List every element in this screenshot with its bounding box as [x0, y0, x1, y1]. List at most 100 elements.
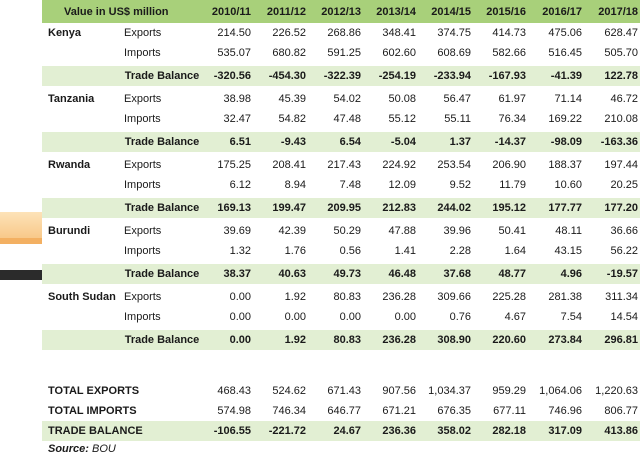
- total-value: 806.77: [604, 405, 638, 417]
- balance-value: 169.13: [200, 198, 255, 218]
- source-note: Source: BOU: [42, 443, 640, 455]
- empty-cell: [42, 175, 120, 195]
- balance-value: 195.12: [475, 198, 530, 218]
- row-label: Imports: [124, 179, 161, 191]
- source-value: BOU: [92, 443, 116, 455]
- total-value: 646.77: [327, 405, 361, 417]
- year-header: 2014/15: [420, 0, 475, 23]
- total-value: 24.67: [310, 421, 365, 441]
- import-value: 4.67: [504, 311, 526, 323]
- row-separator: [42, 152, 640, 155]
- export-value: 0.00: [229, 291, 251, 303]
- export-value: 348.41: [382, 27, 416, 39]
- export-value: 39.69: [223, 225, 251, 237]
- import-value: 7.48: [339, 179, 361, 191]
- import-value: 43.15: [554, 245, 582, 257]
- empty-cell: [42, 66, 120, 86]
- import-value: 11.79: [499, 179, 526, 191]
- import-value: 210.08: [604, 113, 638, 125]
- import-value: 7.54: [560, 311, 582, 323]
- row-separator: [42, 327, 640, 330]
- import-value: 55.11: [444, 113, 471, 125]
- country-name: Tanzania: [48, 93, 95, 105]
- row-separator-cell: [42, 195, 640, 198]
- total-value: 1,034.37: [428, 385, 471, 397]
- balance-value: -233.94: [420, 66, 475, 86]
- export-value: 38.98: [223, 93, 251, 105]
- country-name: Rwanda: [48, 159, 91, 171]
- table-header-row: Value in US$ million 2010/11 2011/12 201…: [42, 0, 640, 23]
- import-value: 8.94: [284, 179, 306, 191]
- row-separator-cell: [42, 350, 640, 353]
- export-value: 175.25: [217, 159, 251, 171]
- import-value: 0.76: [449, 311, 471, 323]
- row-label: Trade Balance: [120, 198, 200, 218]
- export-value: 80.83: [333, 291, 361, 303]
- balance-value: 6.54: [310, 132, 365, 152]
- row-label: Trade Balance: [120, 132, 200, 152]
- year-header: 2012/13: [310, 0, 365, 23]
- trade-balance-table: Value in US$ million 2010/11 2011/12 201…: [42, 0, 640, 441]
- row-label: Exports: [124, 27, 162, 39]
- row-separator-cell: [42, 152, 640, 155]
- row-label: Exports: [124, 225, 162, 237]
- export-value: 54.02: [333, 93, 361, 105]
- decorative-orange-band-left: [0, 212, 46, 238]
- import-value: 10.60: [554, 179, 582, 191]
- exports-row: Tanzania Exports 38.98 45.39 54.02 50.08 56.47…: [42, 89, 640, 109]
- balance-value: -41.39: [530, 66, 586, 86]
- total-value: 413.86: [586, 421, 640, 441]
- balance-value: 37.68: [420, 264, 475, 284]
- row-separator-cell: [42, 284, 640, 287]
- table-body: Kenya Exports 214.50 226.52 268.86 348.41 374.…: [42, 23, 640, 441]
- balance-value: 80.83: [310, 330, 365, 350]
- balance-value: 296.81: [586, 330, 640, 350]
- export-value: 224.92: [382, 159, 416, 171]
- import-value: 591.25: [327, 47, 361, 59]
- row-label: Imports: [124, 311, 161, 323]
- row-separator-cell: [42, 218, 640, 221]
- balance-value: 6.51: [200, 132, 255, 152]
- export-value: 50.41: [498, 225, 526, 237]
- import-value: 47.48: [333, 113, 361, 125]
- balance-value: 244.02: [420, 198, 475, 218]
- row-separator: [42, 63, 640, 66]
- import-value: 169.22: [548, 113, 582, 125]
- trade-table-panel: Value in US$ million 2010/11 2011/12 201…: [42, 0, 640, 455]
- exports-row: Burundi Exports 39.69 42.39 50.29 47.88 39.96 5…: [42, 221, 640, 241]
- imports-row: Imports 32.47 54.82 47.48 55.12 55.11 76.34 169…: [42, 109, 640, 129]
- balance-value: -454.30: [255, 66, 310, 86]
- country-name: Burundi: [48, 225, 91, 237]
- balance-value: -19.57: [586, 264, 640, 284]
- empty-cell: [42, 330, 120, 350]
- year-header: 2016/17: [530, 0, 586, 23]
- country-name: Kenya: [48, 27, 82, 39]
- balance-value: 38.37: [200, 264, 255, 284]
- import-value: 1.32: [229, 245, 251, 257]
- empty-cell: [42, 132, 120, 152]
- import-value: 2.28: [449, 245, 471, 257]
- balance-value: -14.37: [475, 132, 530, 152]
- balance-value: 40.63: [255, 264, 310, 284]
- row-separator: [42, 261, 640, 264]
- balance-value: 122.78: [586, 66, 640, 86]
- row-separator: [42, 284, 640, 287]
- row-separator-cell: [42, 63, 640, 66]
- export-value: 50.29: [333, 225, 361, 237]
- source-label: Source:: [48, 443, 89, 455]
- export-value: 50.08: [388, 93, 416, 105]
- balance-value: 212.83: [365, 198, 420, 218]
- total-value: 317.09: [530, 421, 586, 441]
- import-value: 6.12: [229, 179, 251, 191]
- import-value: 516.45: [548, 47, 582, 59]
- import-value: 535.07: [217, 47, 251, 59]
- row-label: Exports: [124, 159, 162, 171]
- export-value: 56.47: [443, 93, 471, 105]
- total-value: 676.35: [437, 405, 471, 417]
- imports-row: Imports 0.00 0.00 0.00 0.00 0.76 4.67 7.54 14.54: [42, 307, 640, 327]
- import-value: 32.47: [223, 113, 251, 125]
- total-value: 358.02: [420, 421, 475, 441]
- export-value: 214.50: [217, 27, 251, 39]
- total-value: 524.62: [272, 385, 306, 397]
- row-separator-cell: [42, 327, 640, 330]
